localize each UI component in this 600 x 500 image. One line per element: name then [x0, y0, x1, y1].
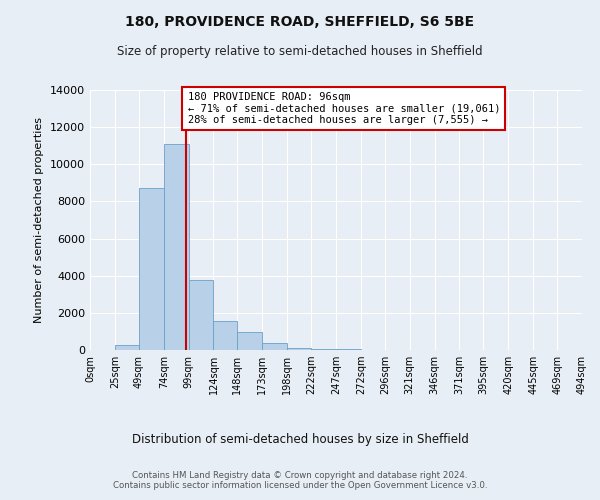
- Text: Distribution of semi-detached houses by size in Sheffield: Distribution of semi-detached houses by …: [131, 432, 469, 446]
- Bar: [262, 343, 287, 350]
- Bar: [115, 346, 139, 350]
- Bar: [336, 348, 361, 350]
- Bar: [139, 188, 164, 350]
- Text: 180, PROVIDENCE ROAD, SHEFFIELD, S6 5BE: 180, PROVIDENCE ROAD, SHEFFIELD, S6 5BE: [125, 15, 475, 29]
- Text: 180 PROVIDENCE ROAD: 96sqm
← 71% of semi-detached houses are smaller (19,061)
28: 180 PROVIDENCE ROAD: 96sqm ← 71% of semi…: [188, 92, 500, 125]
- Bar: [311, 348, 336, 350]
- Text: Size of property relative to semi-detached houses in Sheffield: Size of property relative to semi-detach…: [117, 45, 483, 58]
- Bar: [214, 321, 238, 350]
- Text: Contains HM Land Registry data © Crown copyright and database right 2024.
Contai: Contains HM Land Registry data © Crown c…: [113, 470, 487, 490]
- Bar: [238, 332, 262, 350]
- Y-axis label: Number of semi-detached properties: Number of semi-detached properties: [34, 117, 44, 323]
- Bar: [164, 144, 188, 350]
- Bar: [287, 348, 311, 350]
- Bar: [188, 280, 214, 350]
